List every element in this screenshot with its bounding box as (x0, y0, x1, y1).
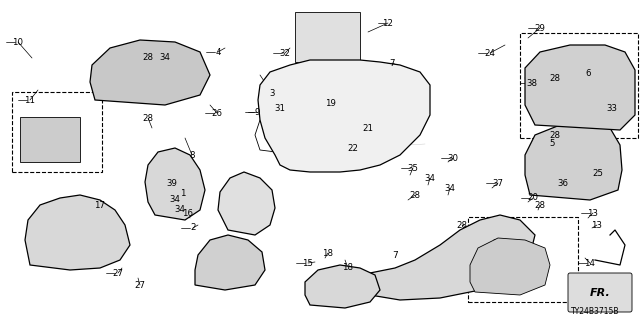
Polygon shape (525, 122, 622, 200)
Text: 27: 27 (113, 268, 124, 277)
Text: 34: 34 (170, 196, 180, 204)
Polygon shape (258, 60, 430, 172)
Text: 19: 19 (324, 99, 335, 108)
Text: 22: 22 (348, 143, 358, 153)
Bar (295, 12, 360, 62)
Text: 6: 6 (585, 68, 591, 77)
Text: 21: 21 (362, 124, 374, 132)
Text: 12: 12 (383, 19, 394, 28)
Text: 11: 11 (24, 95, 35, 105)
Text: 7: 7 (392, 251, 398, 260)
Bar (520, 33, 638, 138)
Text: 24: 24 (484, 49, 495, 58)
Text: 4: 4 (215, 47, 221, 57)
Text: 28: 28 (410, 190, 420, 199)
Text: 18: 18 (342, 263, 353, 273)
Text: 35: 35 (408, 164, 419, 172)
Polygon shape (25, 195, 130, 270)
Text: 28: 28 (143, 114, 154, 123)
Text: 18: 18 (323, 249, 333, 258)
Bar (20, 117, 80, 162)
Text: 13: 13 (591, 220, 602, 229)
Text: 32: 32 (280, 49, 291, 58)
Text: 30: 30 (447, 154, 458, 163)
Bar (468, 217, 578, 302)
Polygon shape (305, 265, 380, 308)
Text: 28: 28 (534, 201, 545, 210)
Text: 34: 34 (175, 205, 186, 214)
Text: 10: 10 (13, 37, 24, 46)
Text: 23: 23 (493, 238, 504, 247)
Text: 26: 26 (211, 108, 223, 117)
Text: 38: 38 (527, 78, 538, 87)
Text: 34: 34 (445, 183, 456, 193)
Text: 29: 29 (534, 23, 545, 33)
Text: 7: 7 (389, 59, 395, 68)
Text: 13: 13 (588, 209, 598, 218)
Text: 28: 28 (550, 74, 561, 83)
Text: 34: 34 (424, 173, 435, 182)
Text: 14: 14 (584, 259, 595, 268)
Polygon shape (145, 148, 205, 220)
Text: 39: 39 (166, 179, 177, 188)
Text: 5: 5 (549, 139, 555, 148)
Polygon shape (470, 238, 550, 295)
Polygon shape (218, 172, 275, 235)
Bar (12, 92, 102, 172)
Text: 27: 27 (134, 281, 145, 290)
Text: 25: 25 (593, 169, 604, 178)
Text: 37: 37 (493, 179, 504, 188)
Polygon shape (195, 235, 265, 290)
Text: 15: 15 (303, 259, 314, 268)
Text: 36: 36 (557, 179, 568, 188)
Text: 28: 28 (143, 52, 154, 61)
Text: 31: 31 (275, 103, 285, 113)
Text: 9: 9 (254, 108, 260, 116)
Text: TY24B3715B: TY24B3715B (571, 308, 620, 316)
Text: FR.: FR. (589, 288, 611, 298)
Text: 16: 16 (182, 209, 193, 218)
Polygon shape (525, 45, 635, 130)
Polygon shape (90, 40, 210, 105)
FancyBboxPatch shape (568, 273, 632, 312)
Text: 17: 17 (95, 201, 106, 210)
Text: 8: 8 (189, 150, 195, 159)
Text: 20: 20 (527, 194, 538, 203)
Text: 1: 1 (180, 188, 186, 197)
Text: 33: 33 (607, 103, 618, 113)
Polygon shape (355, 215, 535, 300)
Text: 28: 28 (456, 220, 467, 229)
Text: 28: 28 (550, 131, 561, 140)
Text: 2: 2 (190, 223, 196, 233)
Text: 34: 34 (159, 52, 170, 61)
Text: 3: 3 (269, 89, 275, 98)
